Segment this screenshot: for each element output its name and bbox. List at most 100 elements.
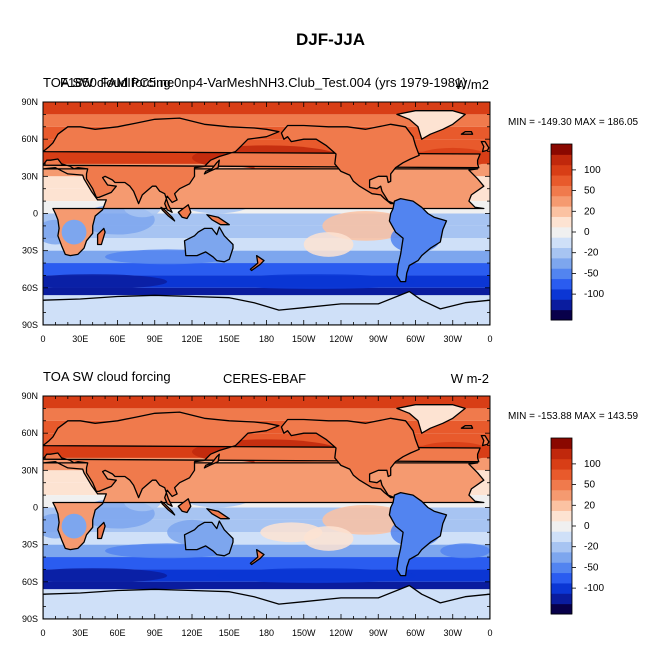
panel-center-label: CERES-EBAF <box>223 371 307 386</box>
map-field <box>43 102 490 325</box>
contour-blob <box>61 219 87 245</box>
colorbar-label: 100 <box>584 165 601 176</box>
y-tick-label: 60N <box>21 428 38 438</box>
y-tick-label: 60N <box>21 134 38 144</box>
contour-blob <box>440 543 490 559</box>
x-tick-label: 60E <box>109 334 125 344</box>
colorbar-label: -100 <box>584 583 604 594</box>
panel-units: W/m2 <box>455 77 489 92</box>
landmass <box>160 206 176 222</box>
x-tick-label: 30E <box>72 334 88 344</box>
colorbar-label: -50 <box>584 562 599 573</box>
panel-left-label: TOA SW cloud forcing <box>43 369 171 384</box>
landmass <box>460 425 474 429</box>
colorbar: 100 50 20 0 -20 -50 -100 <box>550 437 604 615</box>
colorbar-swatch <box>551 469 572 480</box>
colorbar-label: 50 <box>584 480 596 491</box>
landmass <box>249 254 265 272</box>
x-tick-label: 90E <box>147 334 163 344</box>
latitude-band <box>43 238 490 251</box>
colorbar-swatch <box>551 237 572 249</box>
y-tick-label: 0 <box>33 209 38 219</box>
x-tick-label: 90W <box>369 628 388 638</box>
colorbar-swatch <box>551 582 572 594</box>
landmass <box>43 584 490 619</box>
colorbar-swatch <box>551 288 572 300</box>
y-tick-label: 30S <box>22 246 38 256</box>
x-tick-label: 60W <box>406 628 425 638</box>
x-tick-label: 0 <box>487 628 492 638</box>
landmass <box>480 434 490 447</box>
map-panel: TOA SW cloud forcing CERES-EBAF W m-2 MI… <box>0 364 661 654</box>
contour-blob <box>43 274 168 290</box>
landmass <box>388 197 448 283</box>
colorbar-swatch <box>551 541 572 553</box>
landmass <box>43 117 481 213</box>
landmass <box>280 417 420 499</box>
y-tick-label: 30S <box>22 540 38 550</box>
colorbar-swatch <box>551 593 572 605</box>
y-tick-label: 90N <box>21 97 38 107</box>
colorbar-swatch <box>551 299 572 311</box>
contour-blob <box>303 232 354 257</box>
figure-title: DJF-JJA <box>296 30 365 49</box>
landmass <box>203 453 220 469</box>
landmass <box>177 498 192 514</box>
colorbar-label: -100 <box>584 289 604 300</box>
colorbar-swatch <box>551 226 572 238</box>
x-tick-label: 0 <box>487 334 492 344</box>
colorbar-swatch <box>551 479 572 491</box>
map-plot: 0 30E 60E 90E 120E 150E 180 150W 120W 90W 60W 30W 09… <box>21 97 604 344</box>
x-tick-label: 180 <box>259 334 274 344</box>
x-tick-label: 120E <box>181 334 202 344</box>
colorbar-swatch <box>551 195 572 207</box>
landmass <box>480 140 490 153</box>
colorbar-swatch <box>551 154 572 166</box>
colorbar-swatch <box>551 510 572 522</box>
x-tick-label: 30W <box>443 628 462 638</box>
colorbar-label: -20 <box>584 248 599 259</box>
y-tick-label: 60S <box>22 577 38 587</box>
landmass <box>43 290 490 325</box>
colorbar-swatch <box>551 278 572 290</box>
landmass <box>203 159 220 175</box>
landmass <box>206 214 230 226</box>
landmass <box>249 548 265 566</box>
colorbar: 100 50 20 0 -20 -50 -100 <box>550 143 604 321</box>
y-tick-label: 90S <box>22 320 38 330</box>
landmass <box>396 110 466 140</box>
contour-blob <box>43 568 168 584</box>
colorbar-label: 20 <box>584 206 596 217</box>
map-field <box>43 396 490 619</box>
colorbar-label: 0 <box>584 227 590 238</box>
y-tick-label: 0 <box>33 503 38 513</box>
landmass <box>160 500 176 516</box>
colorbar-swatch <box>551 531 572 543</box>
colorbar-swatch <box>551 500 572 511</box>
colorbar-swatch <box>551 562 572 574</box>
colorbar-swatch <box>551 520 572 532</box>
contour-blob <box>216 568 416 584</box>
colorbar-swatch <box>551 489 572 501</box>
colorbar-swatch <box>551 144 572 155</box>
min-max-label: MIN = -153.88 MAX = 143.59 <box>508 411 639 422</box>
landmass <box>177 204 192 220</box>
colorbar-swatch <box>551 268 572 280</box>
x-tick-label: 30E <box>72 628 88 638</box>
landmass <box>183 520 234 557</box>
panel-center-label: F1850 FAMIPC5.ne0np4-VarMeshNH3.Club_Tes… <box>60 75 467 90</box>
x-tick-label: 150E <box>219 334 240 344</box>
x-tick-label: 90E <box>147 628 163 638</box>
colorbar-swatch <box>551 164 572 176</box>
colorbar-swatch <box>551 572 572 584</box>
y-tick-label: 60S <box>22 283 38 293</box>
latitude-band <box>43 263 490 276</box>
colorbar-swatch <box>551 216 572 228</box>
y-tick-label: 30N <box>21 465 38 475</box>
panel-left-label: TOA SW cloud forcing <box>43 75 171 90</box>
x-tick-label: 60E <box>109 628 125 638</box>
contour-blob <box>260 522 323 543</box>
colorbar-label: -20 <box>584 542 599 553</box>
landmass <box>388 491 448 577</box>
landmass <box>43 411 481 507</box>
